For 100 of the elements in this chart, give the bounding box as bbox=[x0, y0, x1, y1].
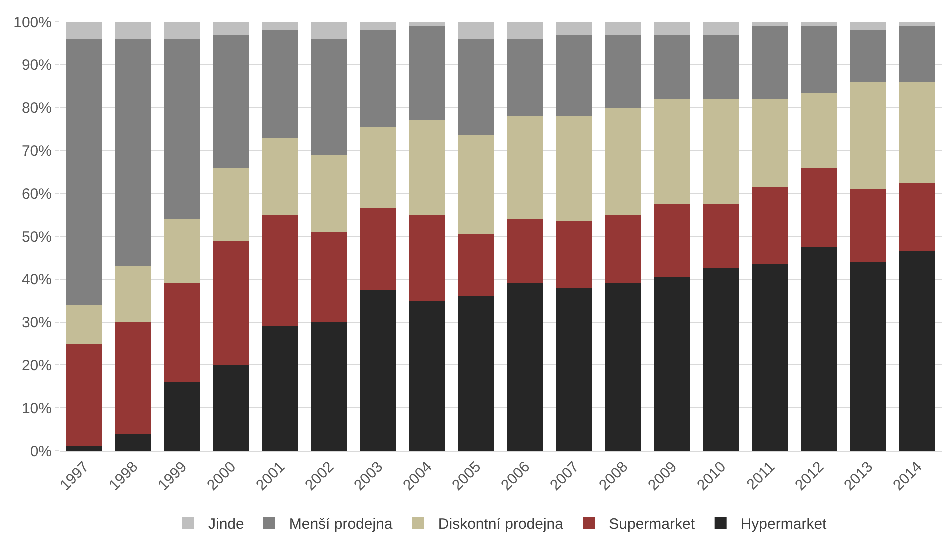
bar bbox=[116, 39, 152, 267]
bar bbox=[66, 39, 102, 306]
bar bbox=[164, 382, 200, 451]
bar bbox=[312, 322, 348, 451]
bar bbox=[312, 154, 348, 232]
bar bbox=[704, 34, 740, 100]
legend-label: Diskontní prodejna bbox=[438, 516, 564, 533]
bar bbox=[214, 34, 250, 168]
bar bbox=[360, 30, 396, 128]
bar bbox=[606, 215, 642, 284]
bar bbox=[508, 284, 544, 451]
legend-label: Hypermarket bbox=[740, 516, 828, 533]
bar bbox=[164, 219, 200, 284]
bar bbox=[802, 92, 838, 168]
y-tick-label: 10% bbox=[22, 400, 52, 418]
y-tick-label: 20% bbox=[22, 357, 52, 374]
bar bbox=[360, 22, 396, 31]
bar bbox=[312, 39, 348, 155]
bar bbox=[66, 446, 102, 451]
bar bbox=[262, 215, 298, 327]
y-tick-label: 0% bbox=[30, 443, 52, 460]
bar bbox=[752, 264, 788, 451]
bar bbox=[458, 234, 494, 297]
bar bbox=[116, 434, 152, 451]
bar bbox=[900, 252, 936, 451]
bar bbox=[262, 30, 298, 138]
bar bbox=[802, 168, 838, 248]
bar bbox=[164, 22, 200, 40]
legend-label: Menší prodejna bbox=[289, 516, 394, 533]
bar bbox=[508, 22, 544, 40]
bar bbox=[262, 138, 298, 216]
bar bbox=[66, 305, 102, 344]
bar bbox=[262, 326, 298, 451]
bar bbox=[410, 120, 446, 216]
bar bbox=[850, 262, 886, 451]
y-tick-label: 100% bbox=[14, 14, 52, 32]
bar bbox=[360, 127, 396, 209]
bar bbox=[752, 187, 788, 264]
bar bbox=[654, 204, 690, 278]
bar bbox=[850, 30, 886, 82]
y-tick-label: 30% bbox=[22, 314, 52, 332]
bar bbox=[116, 322, 152, 434]
legend-label: Jinde bbox=[208, 516, 244, 533]
bar bbox=[214, 365, 250, 451]
bar bbox=[654, 277, 690, 451]
bar bbox=[458, 22, 494, 40]
bar bbox=[458, 39, 494, 136]
bar bbox=[262, 22, 298, 31]
bar bbox=[508, 116, 544, 220]
bar bbox=[654, 34, 690, 100]
bar bbox=[850, 22, 886, 31]
bar bbox=[164, 284, 200, 382]
bar bbox=[802, 22, 838, 26]
bar bbox=[802, 247, 838, 451]
bar bbox=[850, 82, 886, 190]
bar bbox=[508, 219, 544, 284]
bar bbox=[900, 82, 936, 183]
bar bbox=[458, 136, 494, 234]
bar bbox=[556, 116, 592, 222]
bar bbox=[214, 240, 250, 366]
bar bbox=[704, 99, 740, 204]
bar bbox=[606, 22, 642, 35]
bar bbox=[312, 22, 348, 40]
bar bbox=[360, 290, 396, 451]
bar bbox=[66, 22, 102, 40]
bar bbox=[410, 22, 446, 26]
bar bbox=[704, 204, 740, 269]
bar bbox=[900, 182, 936, 252]
bar bbox=[900, 26, 936, 82]
bar bbox=[116, 22, 152, 40]
bar bbox=[606, 284, 642, 451]
legend-label: Supermarket bbox=[609, 516, 696, 533]
bar bbox=[164, 39, 200, 220]
bar bbox=[704, 268, 740, 451]
bar bbox=[654, 22, 690, 35]
bar bbox=[508, 39, 544, 116]
bar bbox=[556, 288, 592, 451]
bar bbox=[556, 221, 592, 288]
bar bbox=[458, 296, 494, 451]
bar bbox=[802, 26, 838, 93]
bar bbox=[606, 34, 642, 108]
bar bbox=[752, 22, 788, 26]
bar bbox=[312, 232, 348, 322]
y-tick-label: 40% bbox=[22, 272, 52, 289]
y-tick-label: 70% bbox=[22, 142, 52, 160]
bar bbox=[654, 99, 690, 204]
bar bbox=[66, 344, 102, 447]
bar bbox=[360, 208, 396, 290]
bar bbox=[704, 22, 740, 35]
bar bbox=[606, 108, 642, 216]
bar bbox=[410, 26, 446, 121]
bar bbox=[850, 189, 886, 262]
bar bbox=[556, 34, 592, 116]
bar bbox=[752, 26, 788, 100]
bar bbox=[900, 22, 936, 26]
y-tick-label: 80% bbox=[22, 100, 52, 118]
y-tick-label: 90% bbox=[22, 57, 52, 74]
bar bbox=[556, 22, 592, 35]
bar bbox=[116, 266, 152, 322]
y-tick-label: 60% bbox=[22, 186, 52, 203]
